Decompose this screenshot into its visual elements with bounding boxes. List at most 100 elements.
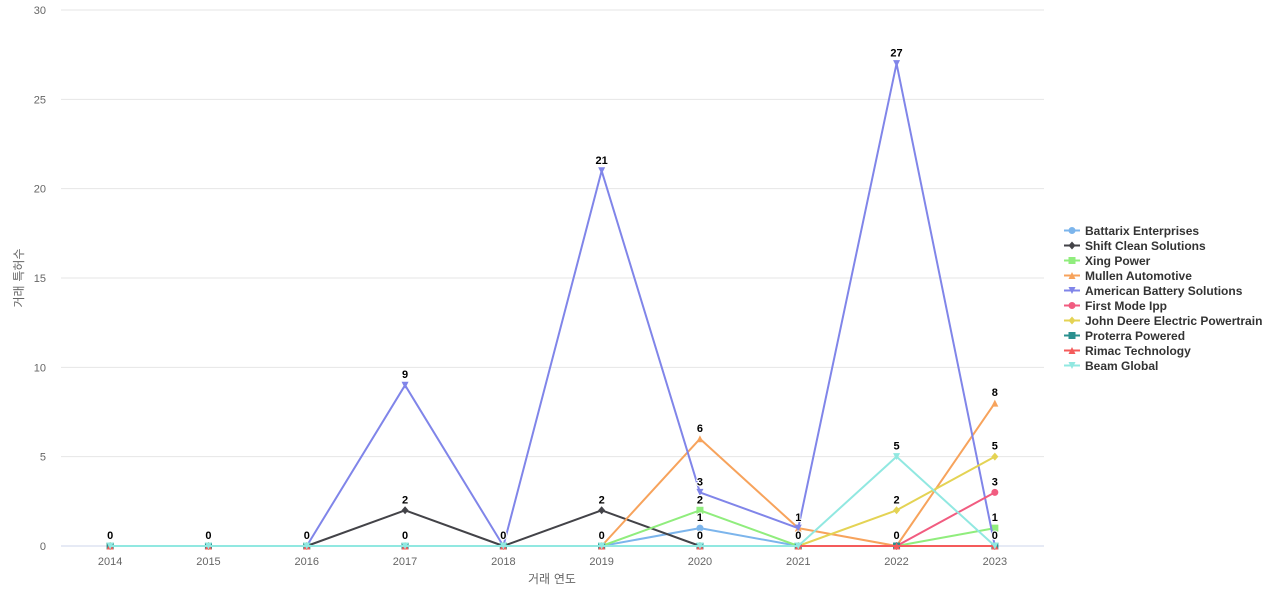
data-point: [598, 167, 606, 175]
data-point: [106, 542, 114, 550]
y-tick-label: 20: [34, 184, 46, 196]
legend-item[interactable]: Shift Clean Solutions: [1064, 238, 1262, 253]
data-point: [893, 506, 901, 515]
legend-label: Battarix Enterprises: [1085, 223, 1200, 238]
data-point: [1068, 272, 1076, 279]
data-point: [401, 506, 409, 515]
chart-legend: Battarix Enterprises Shift Clean Solution…: [1064, 223, 1262, 373]
data-label: 0: [205, 530, 211, 542]
data-label: 21: [596, 155, 608, 167]
legend-label: Mullen Automotive: [1085, 268, 1192, 283]
x-tick-label: 2023: [983, 556, 1007, 568]
x-tick-label: 2017: [393, 556, 417, 568]
y-tick-label: 10: [34, 362, 46, 374]
data-label: 2: [893, 494, 899, 506]
data-point: [303, 542, 311, 550]
legend-item[interactable]: American Battery Solutions: [1064, 283, 1262, 298]
data-label: 1: [697, 512, 703, 524]
series: [106, 506, 999, 550]
data-label: 27: [890, 48, 902, 60]
legend-swatch: [1064, 347, 1080, 354]
data-point: [1068, 362, 1076, 369]
data-point: [1068, 287, 1076, 294]
data-point: [696, 435, 704, 443]
legend-label: First Mode Ipp: [1085, 298, 1167, 313]
x-tick-label: 2021: [786, 556, 810, 568]
x-tick-label: 2018: [491, 556, 515, 568]
legend-swatch: [1064, 287, 1080, 294]
series: [106, 60, 999, 550]
data-point: [1068, 316, 1076, 325]
data-label: 3: [992, 476, 998, 488]
legend-item[interactable]: Battarix Enterprises: [1064, 223, 1262, 238]
series-line: [110, 455, 996, 547]
series-line: [110, 527, 995, 547]
data-point: [991, 399, 999, 407]
y-axis-ticks: 0 5 10 15 20 25 30: [34, 5, 46, 553]
data-label: 2: [402, 494, 408, 506]
series-lines: [106, 60, 999, 550]
data-label: 8: [992, 387, 998, 399]
data-point: [204, 542, 212, 550]
data-point: [991, 488, 999, 496]
x-tick-label: 2022: [884, 556, 908, 568]
legend-label: American Battery Solutions: [1085, 283, 1243, 298]
legend-label: Proterra Powered: [1085, 328, 1186, 343]
y-tick-label: 30: [34, 5, 46, 17]
legend-swatch: [1064, 272, 1080, 279]
data-point: [1068, 241, 1076, 250]
legend-item[interactable]: Proterra Powered: [1064, 328, 1262, 343]
data-label: 0: [599, 530, 605, 542]
x-axis-ticks: 2014 2015 2016 2017 2018 2019 2020 2021 2022 2023: [98, 556, 1007, 568]
legend-swatch: [1064, 362, 1080, 369]
y-tick-label: 0: [40, 541, 46, 553]
data-label: 1: [795, 512, 801, 524]
data-point: [1068, 257, 1076, 264]
data-point: [598, 506, 606, 515]
data-point: [893, 60, 901, 68]
legend-item[interactable]: First Mode Ipp: [1064, 298, 1262, 313]
legend-item[interactable]: Rimac Technology: [1064, 343, 1262, 358]
series-line: [110, 455, 996, 547]
legend-label: Xing Power: [1085, 253, 1151, 268]
data-point: [893, 542, 901, 550]
data-label: 2: [697, 494, 703, 506]
data-point: [1068, 347, 1076, 354]
data-label: 1: [992, 512, 998, 524]
legend-label: Rimac Technology: [1085, 343, 1191, 358]
data-point: [1068, 332, 1076, 339]
data-point: [1068, 227, 1076, 234]
series: [106, 399, 999, 550]
series: [106, 453, 999, 550]
data-label: 0: [107, 530, 113, 542]
data-label: 5: [992, 441, 998, 453]
legend-swatch: [1064, 302, 1080, 309]
y-axis-title: 거래 특허수: [12, 248, 26, 307]
data-point: [991, 524, 999, 532]
data-label: 0: [304, 530, 310, 542]
data-point: [401, 542, 409, 550]
grid-lines: [61, 9, 1044, 547]
legend-item[interactable]: Mullen Automotive: [1064, 268, 1262, 283]
legend-swatch: [1064, 332, 1080, 339]
y-tick-label: 15: [34, 273, 46, 285]
x-tick-label: 2014: [98, 556, 122, 568]
data-label: 9: [402, 369, 408, 381]
legend-item[interactable]: Xing Power: [1064, 253, 1262, 268]
x-tick-label: 2016: [295, 556, 319, 568]
data-point: [401, 381, 409, 389]
data-label: 0: [992, 530, 998, 542]
data-point: [696, 488, 704, 496]
data-label: 2: [599, 494, 605, 506]
data-point: [598, 542, 606, 550]
data-point: [499, 542, 507, 550]
legend-item[interactable]: Beam Global: [1064, 358, 1262, 373]
legend-label: Shift Clean Solutions: [1085, 238, 1206, 253]
data-label: 0: [500, 530, 506, 542]
legend-label: Beam Global: [1085, 358, 1159, 373]
legend-item[interactable]: John Deere Electric Powertrain: [1064, 313, 1262, 328]
data-point: [893, 453, 901, 461]
legend-swatch: [1064, 227, 1080, 234]
x-axis-title: 거래 연도: [528, 572, 576, 586]
